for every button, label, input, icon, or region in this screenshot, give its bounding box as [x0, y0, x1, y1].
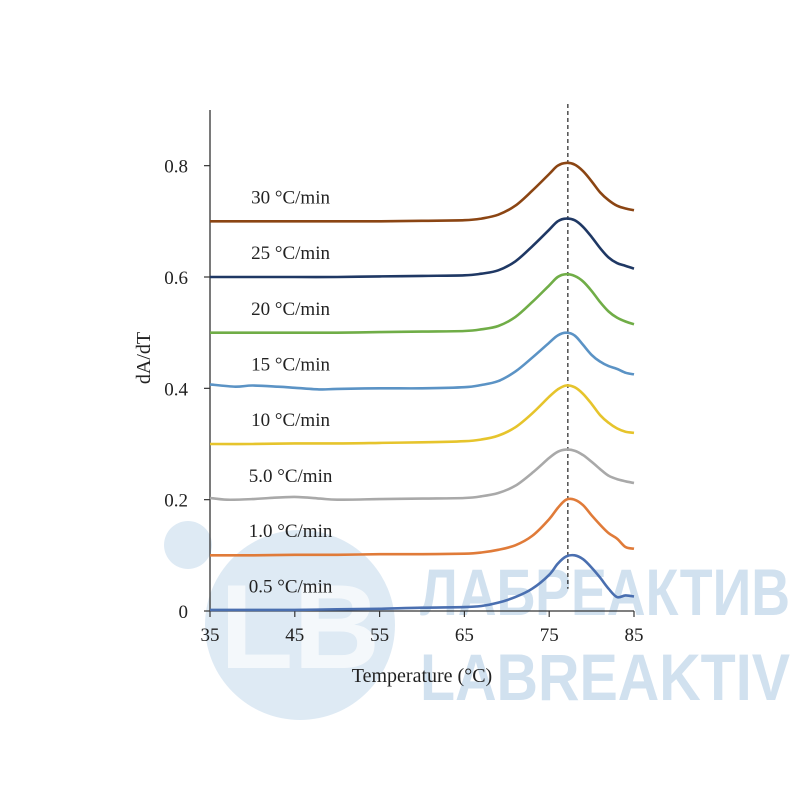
- series-line: [209, 384, 635, 446]
- x-tick-label: 55: [370, 625, 389, 646]
- x-tick-label: 35: [201, 625, 220, 646]
- x-tick-label: 65: [455, 625, 474, 646]
- x-tick-label: 45: [285, 625, 304, 646]
- x-axis-title: Temperature (°C): [352, 665, 492, 687]
- x-tick-label: 75: [540, 625, 559, 646]
- series-line: [210, 217, 635, 279]
- y-tick-label: 0.4: [164, 379, 188, 400]
- y-tick-label: 0: [179, 602, 189, 623]
- y-tick-label: 0.6: [164, 268, 188, 289]
- series-label: 20 °C/min: [251, 299, 330, 320]
- series-group: [209, 161, 635, 612]
- series-label: 5.0 °C/min: [249, 466, 333, 487]
- series-label: 15 °C/min: [251, 355, 330, 376]
- series-label: 25 °C/min: [251, 243, 330, 264]
- series-line: [209, 497, 635, 557]
- watermark-logo-dot: [164, 521, 212, 569]
- series-line: [209, 448, 635, 502]
- series-label: 30 °C/min: [251, 188, 330, 209]
- watermark: LB ЛАБРЕАКТИВ LABREAKTIV: [164, 521, 790, 720]
- watermark-line1: ЛАБРЕАКТИВ: [420, 555, 790, 629]
- watermark-logo-circle: [205, 530, 395, 720]
- series-labels: 0.5 °C/min 1.0 °C/min 5.0 °C/min 10 °C/min 1…: [249, 188, 333, 598]
- series-line: [209, 161, 635, 223]
- watermark-logo-letters: LB: [220, 560, 380, 694]
- watermark-line2: LABREAKTIV: [420, 640, 790, 714]
- y-tick-label: 0.8: [164, 157, 188, 178]
- series-line: [210, 272, 635, 335]
- series-line: [210, 553, 635, 612]
- x-tick-label: 85: [625, 625, 644, 646]
- series-label: 1.0 °C/min: [249, 521, 333, 542]
- ticks: [204, 165, 635, 617]
- tick-labels: 35 45 55 65 75 85 0 0.2 0.4 0.6 0.8: [164, 157, 643, 646]
- series-label: 10 °C/min: [251, 410, 330, 431]
- series-label: 0.5 °C/min: [249, 577, 333, 598]
- y-tick-label: 0.2: [164, 491, 188, 512]
- y-axis-title: dA/dT: [133, 332, 155, 384]
- series-line: [209, 331, 635, 391]
